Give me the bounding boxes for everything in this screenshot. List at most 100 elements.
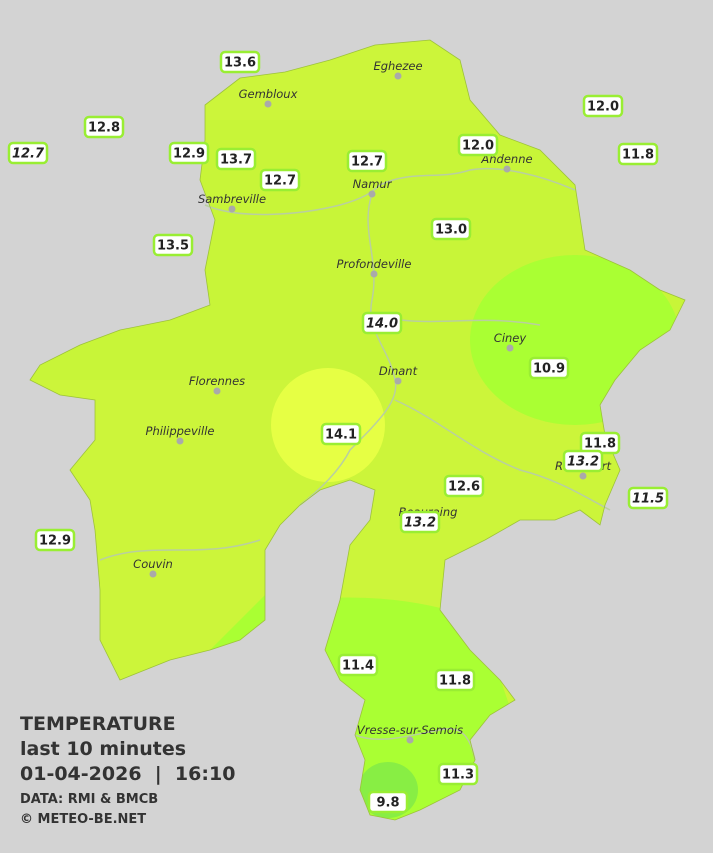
station: 13.6 — [219, 50, 261, 74]
legend-source: DATA: RMI & BMCB — [20, 792, 158, 807]
station-box — [361, 311, 403, 335]
station-reading: 12.9 — [173, 147, 205, 162]
station: 12.0 — [457, 133, 499, 157]
town-label: Philippeville — [146, 424, 215, 438]
station-reading: 11.5 — [632, 492, 664, 507]
station-reading: 12.7 — [264, 174, 296, 189]
station-reading: 11.8 — [584, 437, 616, 452]
station: 11.3 — [437, 762, 479, 786]
town-label: Gembloux — [239, 87, 298, 101]
town-dot — [149, 570, 157, 578]
station: 12.9 — [168, 141, 210, 165]
town-dot — [503, 165, 511, 173]
town-label: Couvin — [133, 557, 173, 571]
station: 11.8 — [579, 431, 621, 455]
station: 9.8 — [367, 790, 409, 814]
town-dot — [176, 437, 184, 445]
station: 12.7 — [7, 141, 49, 165]
station: 13.7 — [215, 147, 257, 171]
station: 12.9 — [34, 528, 76, 552]
station: 12.8 — [83, 115, 125, 139]
station-box — [434, 668, 476, 692]
station: 13.2 — [399, 510, 441, 534]
town-label: Vresse-sur-Semois — [357, 723, 463, 737]
town-label: Profondeville — [337, 257, 412, 271]
station-box — [430, 217, 472, 241]
station-reading: 14.0 — [366, 317, 398, 332]
station-reading: 9.8 — [376, 796, 399, 811]
town-label: Florennes — [189, 374, 245, 388]
towns: EghezeeGemblouxAndenneNamurSambrevillePr… — [133, 59, 612, 744]
station: 13.0 — [430, 217, 472, 241]
station-box — [437, 762, 479, 786]
station-reading: 13.6 — [224, 56, 256, 71]
station-reading: 11.4 — [342, 659, 374, 674]
station-reading: 11.8 — [439, 674, 471, 689]
station: 10.9 — [528, 356, 570, 380]
legend-period: last 10 minutes — [20, 738, 186, 760]
station: 11.8 — [434, 668, 476, 692]
town-dot — [228, 205, 236, 213]
station-reading: 12.9 — [39, 534, 71, 549]
station-box — [457, 133, 499, 157]
station-reading: 10.9 — [533, 362, 565, 377]
station-box — [168, 141, 210, 165]
station: 13.2 — [562, 449, 604, 473]
town-dot — [213, 387, 221, 395]
station: 11.8 — [617, 142, 659, 166]
town-dot — [264, 100, 272, 108]
station-reading: 13.5 — [157, 239, 189, 254]
station-box — [562, 449, 604, 473]
station-reading: 11.3 — [442, 768, 474, 783]
station-box — [528, 356, 570, 380]
station-reading: 11.8 — [622, 148, 654, 163]
town-dot — [368, 190, 376, 198]
station-box — [259, 168, 301, 192]
station: 11.5 — [627, 486, 669, 510]
legend: TEMPERATURE last 10 minutes 01-04-2026 |… — [20, 713, 235, 827]
station-box — [346, 149, 388, 173]
station: 11.4 — [337, 653, 379, 677]
town-label: Sambreville — [198, 192, 266, 206]
station-reading: 13.2 — [404, 516, 436, 531]
town-dot — [506, 344, 514, 352]
station-box — [34, 528, 76, 552]
station: 13.5 — [152, 233, 194, 257]
station-reading: 12.7 — [12, 147, 45, 162]
town-label: Namur — [353, 177, 393, 191]
station-box — [337, 653, 379, 677]
legend-copyright: © METEO-BE.NET — [20, 812, 146, 827]
station-box — [443, 474, 485, 498]
station-reading: 13.2 — [567, 455, 599, 470]
town-dot — [579, 472, 587, 480]
town-label: Dinant — [379, 364, 418, 378]
town-label: Eghezee — [373, 59, 422, 73]
station: 12.6 — [443, 474, 485, 498]
station-box — [219, 50, 261, 74]
town-dot — [406, 736, 414, 744]
town-label: Ciney — [494, 331, 527, 345]
station-box — [7, 141, 49, 165]
station-reading: 13.7 — [220, 153, 252, 168]
station-reading: 13.0 — [435, 223, 467, 238]
stations: 13.6 12.8 12.7 12.9 13.7 12.7 12.7 12.0 12.0 11.8… — [7, 50, 669, 814]
legend-timestamp: 01-04-2026 | 16:10 — [20, 763, 235, 785]
town-dot — [370, 270, 378, 278]
station-box — [83, 115, 125, 139]
town-dot — [394, 72, 402, 80]
station-box — [582, 94, 624, 118]
legend-title: TEMPERATURE — [20, 713, 176, 735]
station-reading: 12.0 — [462, 139, 494, 154]
station-box — [627, 486, 669, 510]
station-reading: 12.0 — [587, 100, 619, 115]
station: 12.7 — [346, 149, 388, 173]
station-reading: 14.1 — [325, 428, 357, 443]
station-box — [617, 142, 659, 166]
station-reading: 12.6 — [448, 480, 480, 495]
town-dot — [394, 377, 402, 385]
station-box — [215, 147, 257, 171]
station-reading: 12.8 — [88, 121, 120, 136]
station-box — [367, 790, 409, 814]
station-box — [320, 422, 362, 446]
